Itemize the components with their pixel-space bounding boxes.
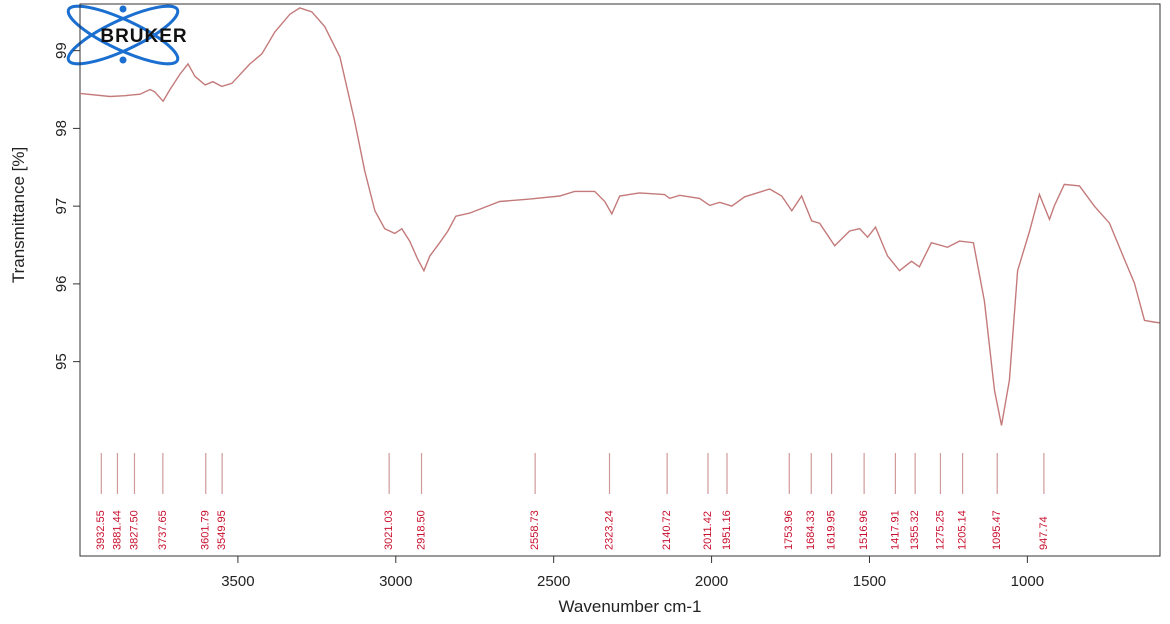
peak-label: 2323.24 [603,510,615,550]
spectrum-line [79,7,1160,426]
x-tick-label: 3000 [379,573,412,590]
peak-label: 3827.50 [128,510,140,550]
y-tick-label: 99 [53,42,70,59]
peak-label: 1684.33 [805,510,817,550]
y-tick-label: 98 [53,120,70,137]
peak-label: 1355.32 [909,510,921,550]
peak-label: 1417.91 [889,510,901,550]
y-tick-label: 97 [53,198,70,215]
x-tick-label: 3500 [221,573,254,590]
logo-orbit [66,4,180,66]
peak-label: 3549.95 [216,510,228,550]
peak-label: 1516.96 [858,510,870,550]
peak-label: 3932.55 [95,510,107,550]
peak-label: 1619.95 [826,510,838,550]
peak-label: 1753.96 [783,510,795,550]
peak-label: 3601.79 [200,510,212,550]
logo-dot [119,5,127,13]
peak-label: 3021.03 [383,510,395,550]
peak-label: 1095.47 [991,510,1003,550]
y-axis-title: Transmittance [%] [9,147,28,283]
peak-label: 1275.25 [934,510,946,550]
peak-label: 2140.72 [661,510,673,550]
peak-label: 3737.65 [157,510,169,550]
plot-frame [79,3,1161,557]
peak-label: 2011.42 [702,511,714,550]
x-tick-label: 1000 [1011,573,1044,590]
peak-label: 1951.16 [721,510,733,550]
logo-text: BRUKER [100,26,187,47]
peak-label: 2918.50 [415,510,427,550]
y-tick-label: 96 [53,276,70,293]
peak-label: 1205.14 [956,510,968,550]
logo: BRUKER [66,4,187,66]
y-tick-label: 95 [53,353,70,370]
x-axis-title: Wavenumber cm-1 [559,597,702,616]
peak-label: 2558.73 [529,510,541,550]
logo-orbit [66,4,180,66]
peak-label: 947.74 [1038,516,1050,550]
x-tick-label: 2500 [537,573,570,590]
x-tick-label: 2000 [695,573,728,590]
peak-label: 3881.44 [111,510,123,550]
x-tick-label: 1500 [853,573,886,590]
logo-dot [119,56,127,64]
